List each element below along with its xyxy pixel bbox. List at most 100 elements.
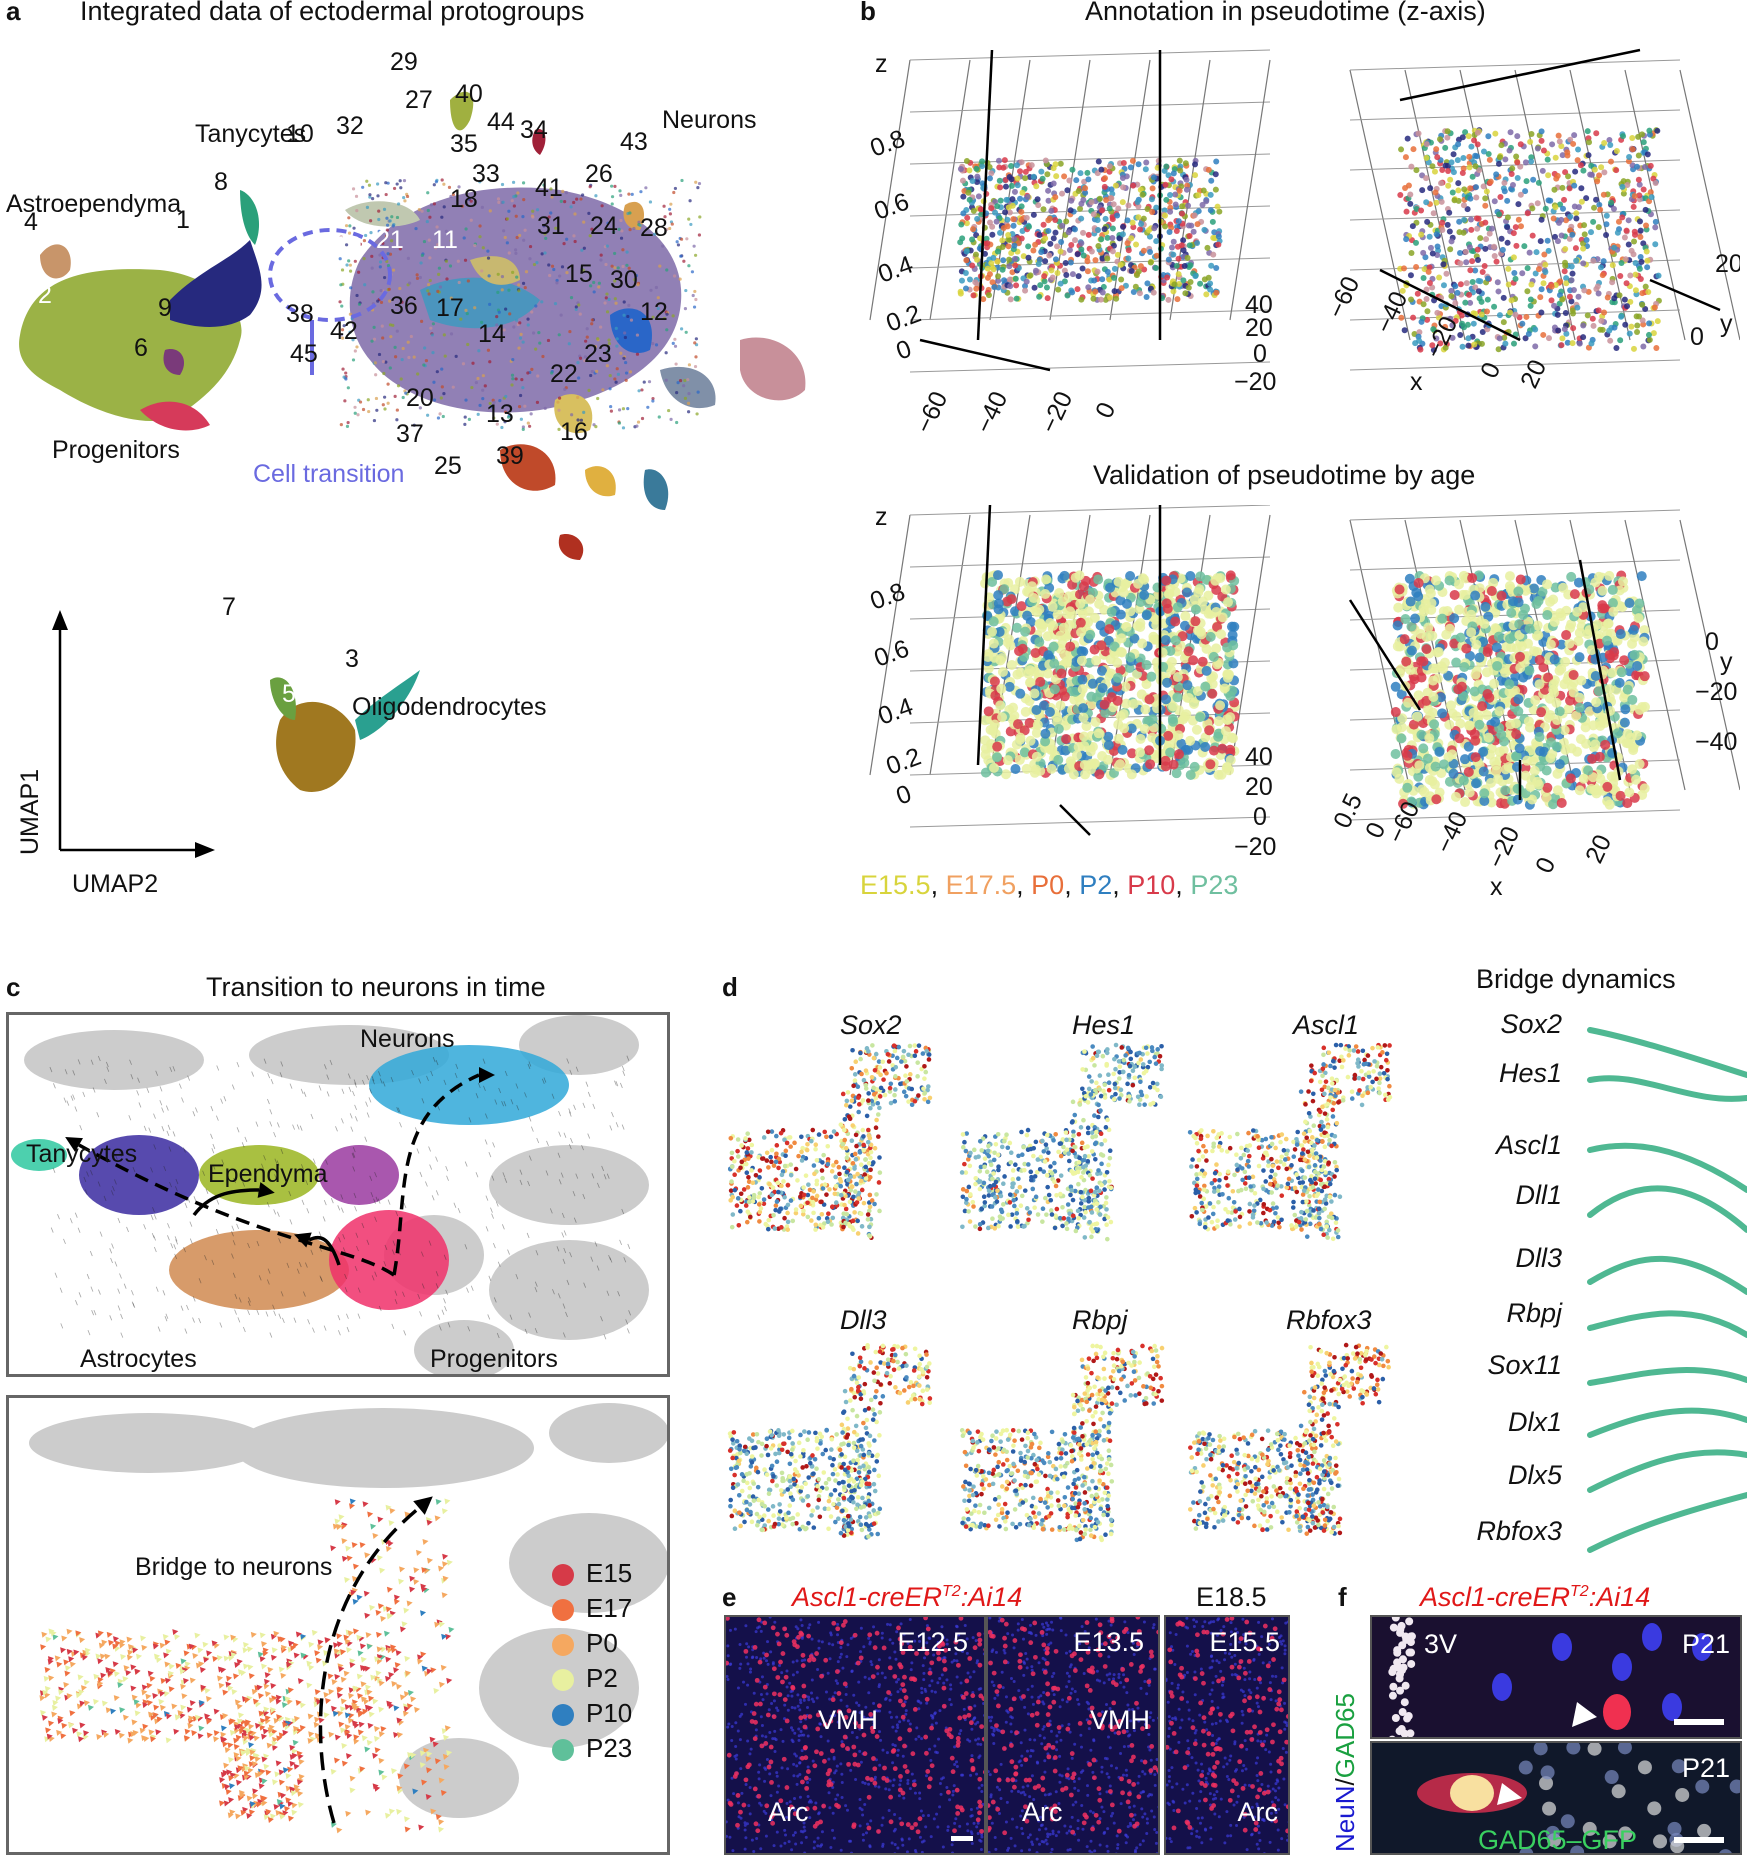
bridge-gene-label-dll1: Dll1 [1515, 1180, 1562, 1210]
gene-umap-ascl1 [1187, 1042, 1393, 1242]
group-label-neurons: Neurons [662, 106, 757, 134]
bridge-legend-dot-p23 [552, 1739, 574, 1761]
cluster-number-45: 45 [290, 340, 318, 368]
micrograph-e13-5-stage: E13.5 [1073, 1627, 1144, 1657]
cluster-blob-9 [163, 349, 185, 375]
cluster-number-3: 3 [345, 645, 359, 673]
svg-text:−40: −40 [970, 387, 1013, 437]
gene-label-rbpj: Rbpj [1072, 1305, 1128, 1335]
bridge-dynamics-title: Bridge dynamics [1476, 964, 1676, 994]
age-legend-p0: P0 [1031, 870, 1065, 900]
cluster-blob-29 [450, 91, 474, 131]
panel-d-label: d [722, 972, 738, 1002]
panel-e-title: Ascl1-creERT2:Ai14 [792, 1582, 1022, 1613]
micrograph-f-bottom-stage: P21 [1681, 1753, 1730, 1783]
panel-c-title: Transition to neurons in time [206, 972, 546, 1002]
label-tanycytes-c: Tanycytes [26, 1140, 138, 1168]
svg-text:0.2: 0.2 [882, 299, 924, 337]
gene-umap-rbpj [959, 1343, 1165, 1543]
side-label-sep: / [1330, 1778, 1360, 1786]
micrograph-e15-5-specks [1166, 1617, 1288, 1853]
cluster-number-24: 24 [590, 212, 618, 240]
cluster-blob-20 [500, 444, 556, 491]
cluster-number-32: 32 [336, 112, 364, 140]
svg-text:z: z [875, 50, 888, 78]
bridge-curve-sox11 [1587, 1367, 1747, 1386]
gene-umap-sox2 [727, 1043, 933, 1241]
cluster-number-4: 4 [24, 208, 38, 236]
cluster-number-39: 39 [496, 442, 524, 470]
svg-text:x: x [1410, 368, 1423, 396]
bridge-curve-hes1 [1587, 1075, 1747, 1102]
gene-label-dll3: Dll3 [840, 1305, 887, 1335]
group-label-cell-transition: Cell transition [253, 460, 405, 488]
svg-text:0: 0 [892, 335, 915, 366]
panel-e-title-sup: T2 [942, 1583, 961, 1600]
svg-text:0.8: 0.8 [866, 577, 908, 615]
axis-label-umap1: UMAP1 [16, 768, 44, 855]
side-label-neun: NeuN [1330, 1785, 1360, 1852]
svg-text:20: 20 [1715, 250, 1740, 278]
cluster-number-29: 29 [390, 48, 418, 76]
svg-text:−20: −20 [1234, 368, 1276, 396]
svg-text:0.6: 0.6 [870, 634, 912, 672]
age-legend-separator: , [1112, 870, 1128, 900]
cluster-blob-22 [660, 366, 716, 409]
label-neurons-c: Neurons [360, 1025, 455, 1053]
age-legend-p2: P2 [1079, 870, 1113, 900]
bridge-legend-label-p2: P2 [586, 1663, 618, 1693]
gene-label-rbfox3: Rbfox3 [1286, 1305, 1372, 1335]
micrograph-e13-5-specks [988, 1617, 1158, 1853]
svg-text:−20: −20 [1234, 833, 1276, 861]
svg-text:0.6: 0.6 [870, 187, 912, 225]
panel-e-e185: E18.5 [1196, 1582, 1267, 1612]
bridge-gene-label-dlx5: Dlx5 [1507, 1460, 1562, 1490]
cluster-number-43: 43 [620, 128, 648, 156]
svg-text:0: 0 [1253, 340, 1267, 368]
cluster-number-2: 2 [38, 281, 52, 309]
cluster-number-16: 16 [560, 418, 588, 446]
bridge-legend-label-e17: E17 [586, 1593, 633, 1623]
cluster-blob-16 [643, 469, 669, 510]
cluster-number-40: 40 [455, 80, 483, 108]
panel-e-title-suffix: :Ai14 [960, 1582, 1023, 1612]
cluster-number-21: 21 [376, 226, 404, 254]
bridge-curve-dlx5 [1587, 1449, 1747, 1493]
bridge-curve-ascl1 [1587, 1142, 1747, 1193]
bridge-curve-dll3 [1587, 1255, 1747, 1295]
cluster-number-13: 13 [486, 400, 514, 428]
svg-text:−60: −60 [1322, 272, 1365, 322]
panel-e-title-prefix: Ascl1-creER [792, 1582, 943, 1612]
bridge-gene-label-rbfox3: Rbfox3 [1476, 1516, 1562, 1546]
cluster-number-35: 35 [450, 130, 478, 158]
svg-text:0: 0 [1475, 358, 1506, 382]
micrograph-f-bottom: P21 GAD65–GFP [1370, 1741, 1742, 1855]
bridge-curve-sox2 [1587, 1027, 1747, 1078]
svg-text:0.4: 0.4 [874, 250, 916, 288]
svg-text:40: 40 [1245, 743, 1273, 771]
cluster-number-25: 25 [434, 452, 462, 480]
cluster-number-18: 18 [450, 185, 478, 213]
micrograph-e15-5-arc: Arc [1237, 1797, 1279, 1827]
svg-text:z: z [875, 505, 888, 531]
age-legend-e17-5: E17.5 [945, 870, 1017, 900]
gene-umap-dll3 [727, 1343, 933, 1540]
panel-f-title-suffix: :Ai14 [1588, 1582, 1651, 1612]
cluster-blob-oligo [270, 670, 420, 792]
cluster-blob-main [349, 187, 682, 413]
cluster-blob-13 [585, 466, 616, 497]
umap1-arrowhead [52, 610, 68, 630]
cluster-number-44: 44 [487, 108, 515, 136]
cluster-number-11: 11 [432, 226, 458, 254]
svg-text:0.8: 0.8 [866, 124, 908, 162]
age-legend-p23: P23 [1190, 870, 1239, 900]
cluster-blob-10 [345, 201, 420, 227]
label-astrocytes-c: Astrocytes [80, 1345, 197, 1373]
side-label-gad65: GAD65 [1330, 1693, 1360, 1779]
panel-f-title: Ascl1-creERT2:Ai14 [1420, 1582, 1650, 1613]
bridge-legend-label-e15: E15 [586, 1558, 633, 1588]
gene-label-ascl1: Ascl1 [1293, 1010, 1360, 1040]
bridge-curve-dlx1 [1587, 1407, 1747, 1438]
